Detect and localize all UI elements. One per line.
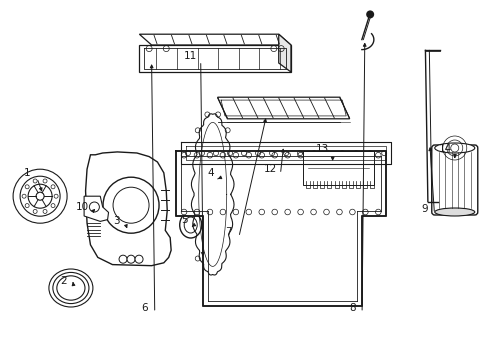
Circle shape xyxy=(204,272,209,277)
Text: 3: 3 xyxy=(113,216,120,226)
Text: 1: 1 xyxy=(23,168,30,178)
Ellipse shape xyxy=(434,208,474,216)
FancyBboxPatch shape xyxy=(431,145,477,215)
Text: 10: 10 xyxy=(76,202,88,212)
Circle shape xyxy=(188,156,193,161)
Circle shape xyxy=(215,272,220,277)
Circle shape xyxy=(188,228,193,233)
Text: 5: 5 xyxy=(181,215,188,225)
Circle shape xyxy=(186,192,191,197)
Text: 9: 9 xyxy=(420,204,427,214)
Ellipse shape xyxy=(434,143,474,153)
Text: 7: 7 xyxy=(225,227,232,237)
Circle shape xyxy=(224,128,230,133)
Circle shape xyxy=(215,112,220,117)
Circle shape xyxy=(119,255,127,263)
Polygon shape xyxy=(217,97,349,119)
Ellipse shape xyxy=(180,212,201,238)
Circle shape xyxy=(103,177,159,233)
Circle shape xyxy=(195,128,200,133)
Circle shape xyxy=(204,112,209,117)
Circle shape xyxy=(231,228,236,233)
Text: 12: 12 xyxy=(263,164,277,174)
Polygon shape xyxy=(85,152,171,266)
Polygon shape xyxy=(84,196,108,221)
Circle shape xyxy=(195,256,200,261)
Text: 13: 13 xyxy=(315,144,329,154)
Circle shape xyxy=(127,255,135,263)
Circle shape xyxy=(224,256,230,261)
Circle shape xyxy=(231,156,236,161)
Text: 6: 6 xyxy=(141,303,148,313)
Circle shape xyxy=(135,255,143,263)
Text: 4: 4 xyxy=(206,168,213,178)
Text: 2: 2 xyxy=(60,276,67,286)
Polygon shape xyxy=(303,151,373,185)
Circle shape xyxy=(234,192,239,197)
Polygon shape xyxy=(139,45,290,72)
Text: 8: 8 xyxy=(348,303,355,313)
Polygon shape xyxy=(139,34,290,45)
Polygon shape xyxy=(278,34,290,72)
Polygon shape xyxy=(176,151,386,306)
Circle shape xyxy=(366,10,373,18)
Text: 11: 11 xyxy=(183,51,197,61)
Text: 14: 14 xyxy=(437,144,451,154)
